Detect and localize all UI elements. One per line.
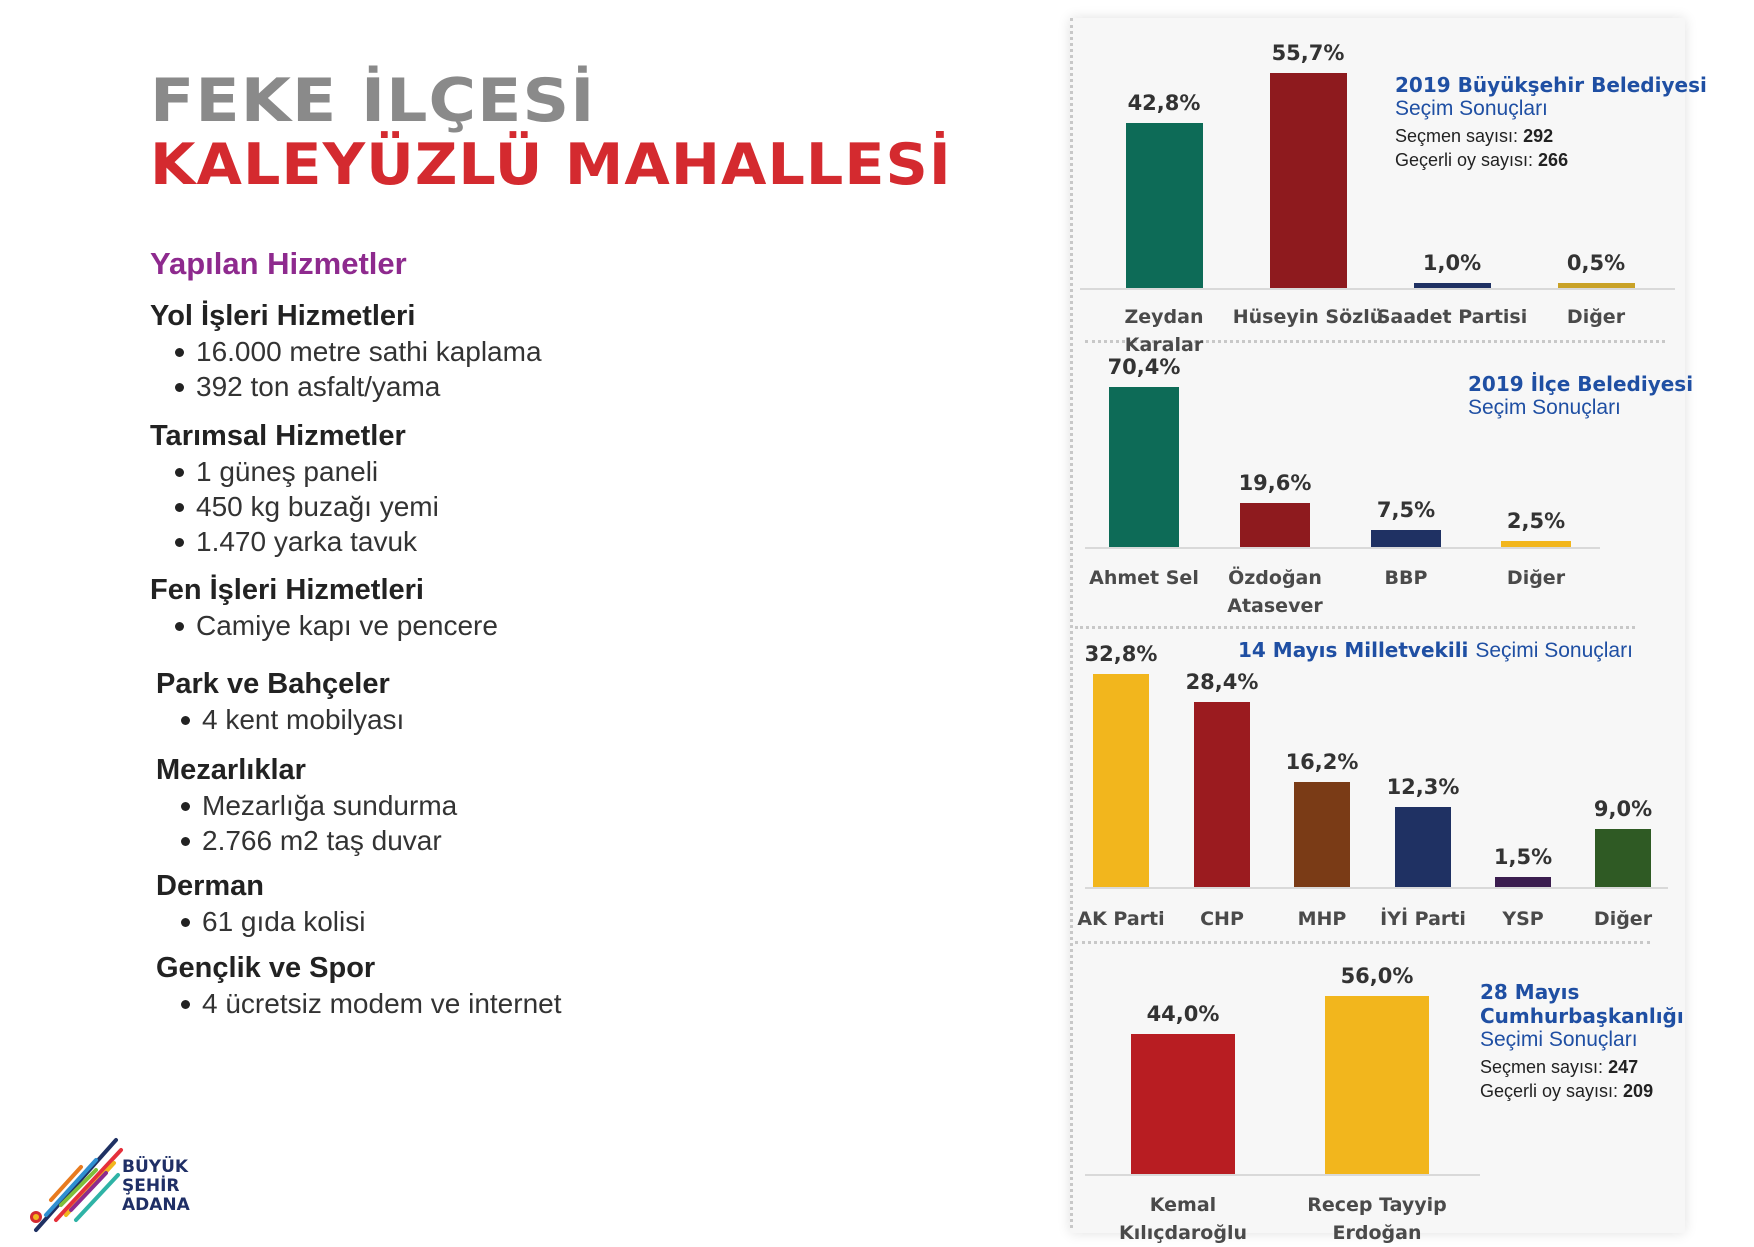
adana-logo-text: BÜYÜK ŞEHİR ADANA [122,1157,190,1215]
category-label: Ahmet Sel [1089,567,1199,589]
service-item: 16.000 metre sathi kaplama [150,334,542,369]
bar-value-label: 2,5% [1506,509,1566,534]
section-divider [1075,941,1650,944]
chart-bar [1194,702,1250,887]
chart-baseline [1085,887,1668,889]
services-heading: Yapılan Hizmetler [150,246,407,281]
bar-value-label: 9,0% [1593,796,1653,821]
chart-title: 2019 Büyükşehir Belediyesi [1395,73,1707,97]
chart-bar [1294,781,1350,887]
service-group-title: Derman [156,870,264,902]
adana-logo-mark [30,1138,123,1232]
category-label: İYİ Parti [1380,908,1466,930]
category-label: CHP [1200,908,1244,930]
chart-bar [1413,283,1491,288]
section-divider [1085,340,1665,343]
category-label: Özdoğan Atasever [1227,567,1323,617]
category-label: Recep Tayyip Erdoğan [1307,1194,1447,1244]
category-label: YSP [1502,908,1544,930]
chart-subtitle: Seçimi Sonuçları [1475,639,1633,662]
service-item: 392 ton asfalt/yama [150,369,542,404]
bar-value-label: 19,6% [1238,470,1312,495]
neighborhood-title: KALEYÜZLÜ MAHALLESİ [150,132,952,198]
chart-bar [1557,283,1635,288]
bar-value-label: 56,0% [1340,963,1414,988]
bar-value-label: 1,0% [1422,251,1482,275]
service-group-title: Yol İşleri Hizmetleri [150,300,416,332]
chart-bar [1595,828,1651,887]
service-group: Mezarlıklar Mezarlığa sundurma 2.766 m2 ta… [156,752,457,858]
service-item: Camiye kapı ve pencere [150,608,498,643]
bar-value-label: 70,4% [1107,355,1181,380]
chart-bar [1325,995,1429,1174]
bar-value-label: 0,5% [1566,251,1626,275]
chart-bar [1125,122,1203,288]
service-item: 1.470 yarka tavuk [150,524,439,559]
chart-bar [1240,502,1310,547]
category-label: Zeydan Karalar [1124,306,1204,356]
bar-value-label: 1,5% [1493,845,1553,870]
bar-value-label: 32,8% [1084,641,1158,666]
chart-bar [1093,673,1149,887]
category-label: Diğer [1566,306,1626,328]
chart-bar [1495,877,1551,887]
service-group: Fen İşleri Hizmetleri Camiye kapı ve penc… [150,572,498,643]
service-group-title: Tarımsal Hizmetler [150,420,406,452]
chart-stat: Geçerli oy sayısı: 266 [1395,150,1569,170]
chart-bar [1501,541,1571,547]
service-item: 61 gıda kolisi [156,904,365,939]
service-item: 2.766 m2 taş duvar [156,823,457,858]
chart-subtitle: Seçim Sonuçları [1395,97,1548,120]
chart-baseline [1080,288,1675,290]
bar-value-label: 44,0% [1146,1002,1220,1027]
service-group: Yol İşleri Hizmetleri 16.000 metre sathi … [150,298,542,404]
service-item: 4 ücretsiz modem ve internet [156,986,562,1021]
category-label: Diğer [1593,908,1653,930]
bar-value-label: 12,3% [1386,775,1460,800]
bar-value-label: 28,4% [1185,670,1259,695]
category-label: Kemal Kılıçdaroğlu [1118,1194,1247,1244]
service-group: Gençlik ve Spor 4 ücretsiz modem ve inter… [156,950,562,1021]
chart-stat: Seçmen sayısı: 292 [1395,126,1554,146]
category-label: AK Parti [1077,908,1165,930]
chart-bar [1131,1034,1235,1174]
category-label: MHP [1297,908,1347,930]
chart-baseline [1085,1174,1480,1176]
bar-value-label: 16,2% [1285,749,1359,774]
service-group: Park ve Bahçeler 4 kent mobilyası [156,666,404,737]
chart-title: 14 Mayıs Milletvekili Seçimi Sonuçları [1238,638,1633,662]
service-item: 450 kg buzağı yemi [150,489,439,524]
chart-title: 2019 İlçe Belediyesi [1468,372,1694,396]
chart-bar [1269,72,1347,288]
chart-stat: Geçerli oy sayısı: 209 [1480,1081,1654,1101]
category-label: Saadet Partisi [1376,306,1528,328]
chart-subtitle: Seçim Sonuçları [1468,396,1621,419]
panel-divider [1070,18,1073,1228]
chart-bar [1395,807,1451,887]
chart-bar [1371,529,1441,547]
bar-value-label: 55,7% [1271,40,1345,65]
section-divider [1075,626,1635,629]
service-group-title: Mezarlıklar [156,754,306,786]
bar-value-label: 7,5% [1376,497,1436,522]
service-item: 4 kent mobilyası [156,702,404,737]
chart-baseline [1085,547,1600,549]
service-item: 1 güneş paneli [150,454,439,489]
service-item: Mezarlığa sundurma [156,788,457,823]
chart-stat: Seçmen sayısı: 247 [1480,1057,1639,1077]
chart-subtitle: Seçimi Sonuçları [1480,1028,1638,1051]
category-label: BBP [1384,567,1428,589]
service-group-title: Gençlik ve Spor [156,952,376,984]
service-group: Tarımsal Hizmetler 1 güneş paneli 450 kg b… [150,418,439,559]
service-group-title: Park ve Bahçeler [156,668,390,700]
service-group: Derman 61 gıda kolisi [156,868,365,939]
category-label: Hüseyin Sözlü [1232,306,1384,328]
chart-title: 28 Mayıs Cumhurbaşkanlığı [1480,980,1684,1028]
chart-bar [1109,387,1179,547]
category-label: Diğer [1506,567,1566,589]
district-title: FEKE İLÇESİ [150,66,596,136]
service-group-title: Fen İşleri Hizmetleri [150,574,424,606]
bar-value-label: 42,8% [1127,90,1201,115]
